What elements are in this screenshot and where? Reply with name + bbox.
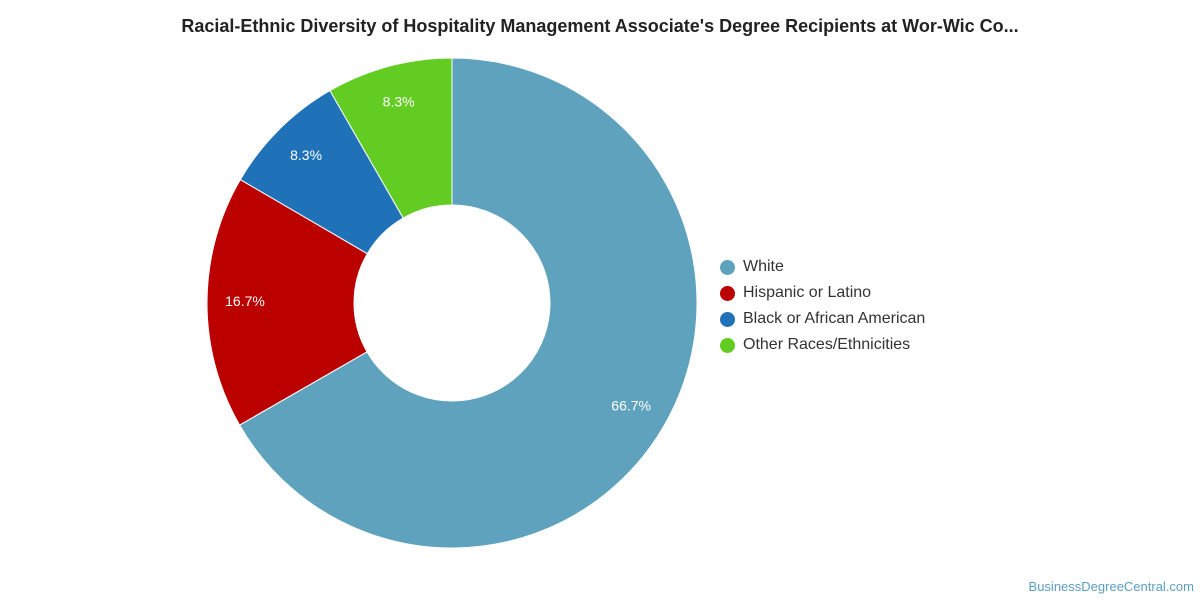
chart-title: Racial-Ethnic Diversity of Hospitality M… (181, 16, 1019, 36)
legend-label: Hispanic or Latino (743, 284, 872, 301)
watermark: BusinessDegreeCentral.com (1028, 579, 1194, 594)
legend-marker-icon (720, 285, 735, 301)
legend-marker-icon (720, 259, 735, 275)
slice-label: 66.7% (611, 397, 651, 413)
legend-item[interactable]: White (720, 254, 925, 280)
slice-label: 8.3% (383, 94, 415, 110)
legend-item[interactable]: Hispanic or Latino (720, 280, 925, 306)
legend-label: Other Races/Ethnicities (743, 336, 911, 353)
slice-label: 16.7% (225, 293, 265, 309)
legend-marker-icon (720, 337, 735, 353)
slice-other-races-ethnicities[interactable] (329, 57, 453, 219)
slice-hispanic-or-latino[interactable] (206, 178, 369, 426)
legend-item[interactable]: Black or African American (720, 306, 925, 332)
legend-label: Black or African American (743, 310, 926, 327)
legend-marker-icon (720, 311, 735, 327)
slice-white[interactable] (238, 57, 698, 549)
slice-label: 8.3% (290, 147, 322, 163)
legend-item[interactable]: Other Races/Ethnicities (720, 332, 925, 358)
legend-label: White (743, 258, 784, 275)
chart-legend: White Hispanic or Latino Black or African … (720, 254, 925, 358)
